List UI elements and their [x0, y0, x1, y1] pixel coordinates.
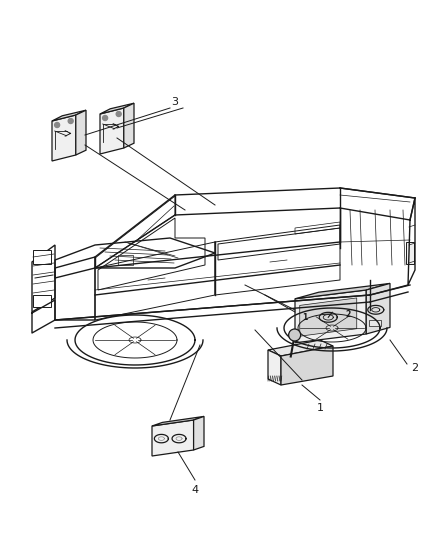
- Polygon shape: [124, 103, 134, 148]
- Polygon shape: [281, 346, 333, 385]
- FancyBboxPatch shape: [118, 255, 133, 265]
- Text: 3: 3: [172, 97, 179, 107]
- FancyBboxPatch shape: [369, 320, 381, 326]
- Polygon shape: [300, 298, 357, 336]
- Polygon shape: [194, 416, 204, 450]
- Text: 2: 2: [346, 310, 351, 319]
- FancyBboxPatch shape: [406, 242, 414, 264]
- FancyBboxPatch shape: [33, 250, 51, 264]
- Polygon shape: [152, 416, 204, 426]
- Text: 4: 4: [191, 485, 198, 495]
- Polygon shape: [100, 103, 134, 114]
- Text: 1: 1: [302, 313, 307, 322]
- FancyBboxPatch shape: [33, 295, 51, 307]
- Circle shape: [55, 123, 60, 127]
- Polygon shape: [268, 340, 333, 356]
- Polygon shape: [76, 110, 86, 155]
- Polygon shape: [268, 350, 281, 385]
- Polygon shape: [152, 420, 194, 456]
- Polygon shape: [52, 110, 86, 121]
- Polygon shape: [52, 115, 76, 161]
- Circle shape: [68, 118, 73, 124]
- Circle shape: [289, 329, 300, 341]
- Circle shape: [102, 116, 108, 120]
- Polygon shape: [295, 290, 366, 343]
- Text: 1: 1: [317, 403, 324, 413]
- Polygon shape: [100, 108, 124, 154]
- Polygon shape: [295, 284, 390, 299]
- Circle shape: [116, 111, 121, 117]
- Text: 2: 2: [411, 363, 419, 373]
- Polygon shape: [366, 284, 390, 334]
